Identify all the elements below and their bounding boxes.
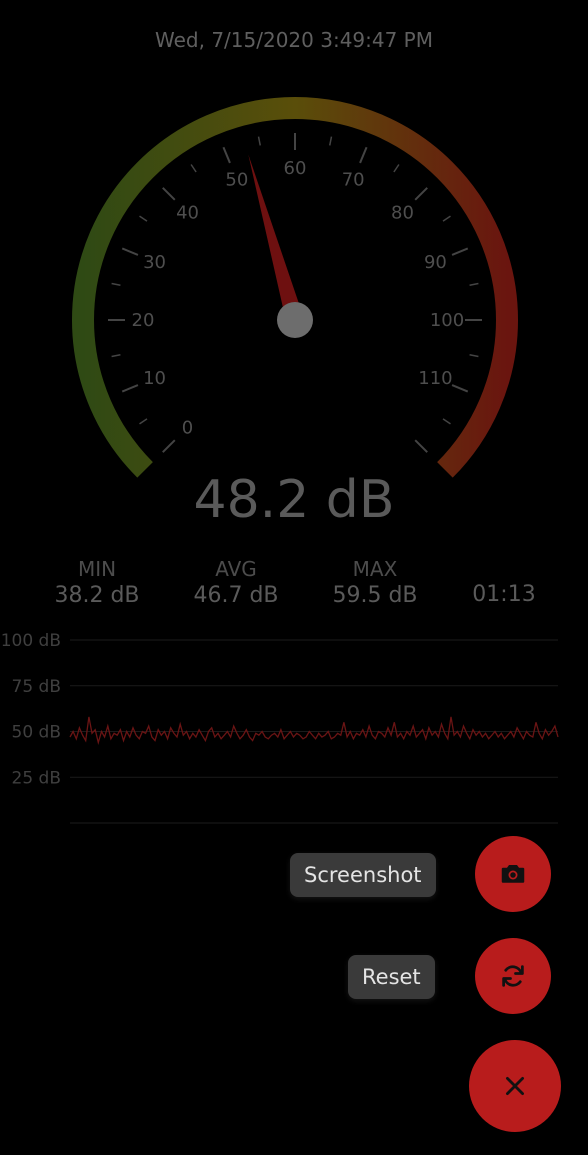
gauge-tick — [328, 136, 333, 146]
datetime-label: Wed, 7/15/2020 3:49:47 PM — [155, 28, 433, 52]
stat-min: MIN 38.2 dB — [37, 556, 157, 610]
camera-icon — [501, 865, 525, 883]
gauge-tick-label: 10 — [143, 368, 166, 389]
stats-row: MIN 38.2 dB AVG 46.7 dB MAX 59.5 dB 01:1… — [0, 556, 588, 616]
gauge-tick-label: 100 — [430, 310, 464, 331]
gauge-tick — [469, 282, 479, 287]
gauge-tick — [442, 418, 451, 425]
gauge-needle — [248, 154, 304, 323]
stat-avg-label: AVG — [215, 557, 257, 581]
history-y-labels: 100 dB 75 dB 50 dB 25 dB — [1, 631, 61, 788]
gauge-tick — [121, 247, 139, 256]
gauge-tick-label: 110 — [418, 368, 452, 389]
close-menu-button[interactable] — [469, 1040, 561, 1132]
gauge-tick-labels: 0 10 20 30 40 50 60 70 80 90 100 110 — [132, 158, 465, 438]
elapsed-time: 01:13 — [472, 582, 536, 607]
gauge-tick — [414, 439, 428, 453]
gauge-tick — [414, 187, 428, 201]
gauge-tick — [121, 384, 139, 393]
stat-avg-value: 46.7 dB — [193, 583, 279, 608]
stat-min-value: 38.2 dB — [54, 583, 140, 608]
gauge-tick — [139, 215, 148, 222]
gauge-tick — [162, 187, 176, 201]
current-reading: 48.2 dB — [193, 470, 395, 530]
history-y-label: 75 dB — [12, 677, 62, 697]
refresh-icon — [502, 965, 524, 987]
gauge-tick — [442, 215, 451, 222]
gauge-tick — [469, 353, 479, 358]
gauge-tick — [359, 146, 368, 164]
stat-max-value: 59.5 dB — [332, 583, 418, 608]
screenshot-button[interactable] — [475, 836, 551, 912]
gauge-tick — [451, 247, 469, 256]
gauge-tick-label: 50 — [225, 170, 248, 191]
reset-button[interactable] — [475, 938, 551, 1014]
screenshot-tooltip[interactable]: Screenshot — [290, 853, 436, 897]
stat-max: MAX 59.5 dB — [315, 556, 435, 610]
gauge-tick — [111, 282, 121, 287]
gauge-tick — [257, 136, 262, 146]
gauge-tick — [190, 164, 197, 173]
gauge-arc — [72, 97, 518, 478]
gauge-tick — [139, 418, 148, 425]
history-line — [69, 716, 559, 746]
gauge-tick-label: 20 — [132, 310, 155, 331]
gauge-tick-label: 30 — [143, 252, 166, 273]
gauge-tick — [162, 439, 176, 453]
history-y-label: 100 dB — [1, 631, 61, 651]
gauge-hub — [277, 302, 313, 338]
stat-min-label: MIN — [77, 557, 117, 581]
stat-avg: AVG 46.7 dB — [176, 556, 296, 610]
gauge-tick — [451, 384, 469, 393]
history-chart: 100 dB 75 dB 50 dB 25 dB — [1, 631, 559, 824]
history-y-label: 50 dB — [12, 723, 62, 743]
gauge-tick-label: 90 — [424, 252, 447, 273]
reset-tooltip[interactable]: Reset — [348, 955, 435, 999]
gauge-tick — [393, 164, 400, 173]
gauge-tick-label: 40 — [176, 203, 199, 224]
gauge-tick — [111, 353, 121, 358]
gauge-tick-label: 70 — [342, 170, 365, 191]
gauge-tick-label: 60 — [284, 158, 307, 179]
gauge-tick-label: 80 — [391, 203, 414, 224]
gauge-tick-label: 0 — [182, 417, 193, 438]
gauge-tick — [222, 146, 231, 164]
history-gridlines — [70, 639, 558, 824]
stat-max-label: MAX — [352, 557, 398, 581]
history-y-label: 25 dB — [12, 768, 62, 788]
gauge-ticks — [108, 133, 482, 453]
sound-level-gauge: 0 10 20 30 40 50 60 70 80 90 100 110 — [72, 97, 518, 478]
close-icon — [506, 1077, 524, 1095]
